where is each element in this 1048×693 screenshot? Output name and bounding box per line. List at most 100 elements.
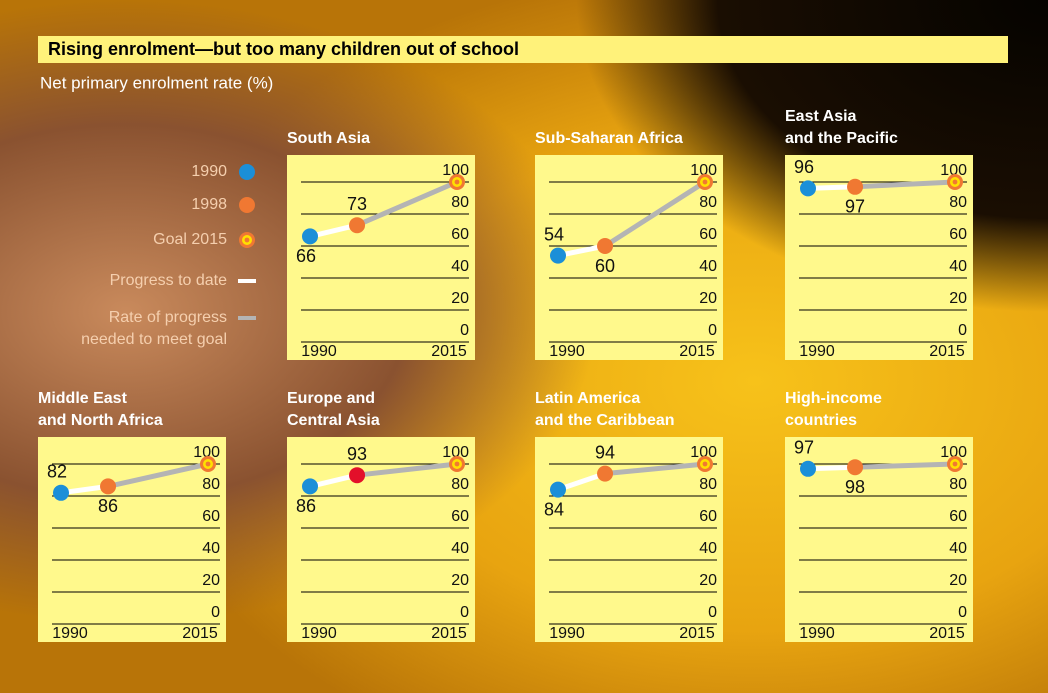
y-tick-label: 20 <box>949 290 967 307</box>
y-tick-label: 100 <box>690 444 717 461</box>
data-point <box>847 178 864 195</box>
y-tick-label: 60 <box>949 226 967 243</box>
legend-label: Progress to date <box>110 272 228 289</box>
chart-title: East Asia <box>785 108 857 125</box>
goal-marker-center <box>702 179 708 185</box>
needed-line <box>354 179 460 228</box>
y-tick-label: 40 <box>949 258 967 275</box>
data-point <box>302 228 318 245</box>
x-tick-label: 1990 <box>301 625 337 642</box>
subtitle: Net primary enrolment rate (%) <box>40 73 273 92</box>
y-tick-label: 40 <box>699 540 717 557</box>
data-label: 54 <box>544 224 564 244</box>
x-tick-label: 1990 <box>799 343 835 360</box>
needed-line <box>852 179 958 190</box>
legend-label: 1990 <box>191 163 227 180</box>
x-tick-label: 1990 <box>52 625 88 642</box>
y-tick-label: 60 <box>451 508 469 525</box>
x-tick-label: 1990 <box>549 343 585 360</box>
legend-line <box>238 316 256 320</box>
progress-line <box>307 472 360 489</box>
chart-title: Middle East <box>38 390 128 407</box>
x-tick-label: 1990 <box>549 625 585 642</box>
data-label: 82 <box>47 462 67 482</box>
y-tick-label: 80 <box>451 194 469 211</box>
legend-line <box>238 279 256 283</box>
y-tick-label: 20 <box>699 290 717 307</box>
data-point <box>847 459 864 476</box>
needed-line <box>852 461 958 470</box>
panel <box>287 437 475 642</box>
x-tick-label: 2015 <box>679 625 715 642</box>
y-tick-label: 60 <box>451 226 469 243</box>
x-tick-label: 2015 <box>929 625 965 642</box>
y-tick-label: 100 <box>940 162 967 179</box>
data-point <box>800 460 816 477</box>
legend-label: Rate of progress <box>109 309 227 326</box>
y-tick-label: 40 <box>451 258 469 275</box>
data-label: 60 <box>595 256 615 276</box>
chart-title: Latin America <box>535 390 640 407</box>
y-tick-label: 0 <box>211 604 220 621</box>
data-label: 84 <box>544 499 564 519</box>
chart-title: and the Pacific <box>785 130 898 147</box>
y-tick-label: 60 <box>699 508 717 525</box>
chart-title: Europe and <box>287 390 375 407</box>
y-tick-label: 80 <box>699 476 717 493</box>
chart-title: and the Caribbean <box>535 412 675 429</box>
y-tick-label: 40 <box>451 540 469 557</box>
title-bar <box>38 36 1008 63</box>
y-tick-label: 100 <box>193 444 220 461</box>
chart-title: and North Africa <box>38 412 163 429</box>
data-point <box>100 478 117 495</box>
y-tick-label: 20 <box>699 572 717 589</box>
data-point <box>302 478 318 495</box>
chart-title: Sub-Saharan Africa <box>535 130 683 147</box>
y-tick-label: 20 <box>202 572 220 589</box>
data-label: 93 <box>347 444 367 464</box>
y-tick-label: 0 <box>460 604 469 621</box>
y-tick-label: 0 <box>460 322 469 339</box>
data-label: 94 <box>595 442 615 462</box>
progress-line <box>307 222 360 239</box>
data-label: 98 <box>845 477 865 497</box>
data-label: 86 <box>98 496 118 516</box>
data-point <box>349 217 366 234</box>
legend-label: 1998 <box>191 196 227 213</box>
y-tick-label: 20 <box>949 572 967 589</box>
y-tick-label: 0 <box>708 604 717 621</box>
y-tick-label: 60 <box>202 508 220 525</box>
goal-marker-center <box>205 461 211 467</box>
y-tick-label: 80 <box>451 476 469 493</box>
data-label: 97 <box>845 197 865 217</box>
y-tick-label: 40 <box>202 540 220 557</box>
progress-line <box>555 471 608 493</box>
needed-line <box>105 461 211 489</box>
progress-line <box>555 243 608 259</box>
panel <box>38 437 226 642</box>
x-tick-label: 2015 <box>431 625 467 642</box>
data-point <box>349 467 366 484</box>
panel <box>785 437 973 642</box>
data-label: 86 <box>296 496 316 516</box>
chart-title: High-income <box>785 390 882 407</box>
y-tick-label: 60 <box>949 508 967 525</box>
data-label: 97 <box>794 438 814 458</box>
goal-marker-center <box>702 461 708 467</box>
data-point <box>597 238 614 254</box>
legend-label: needed to meet goal <box>81 331 227 348</box>
x-tick-label: 1990 <box>301 343 337 360</box>
panel <box>535 437 723 642</box>
x-tick-label: 1990 <box>799 625 835 642</box>
goal-marker-center <box>952 179 958 185</box>
y-tick-label: 0 <box>708 322 717 339</box>
y-tick-label: 80 <box>699 194 717 211</box>
y-tick-label: 20 <box>451 290 469 307</box>
x-tick-label: 2015 <box>679 343 715 360</box>
legend-dot <box>239 164 255 180</box>
y-tick-label: 40 <box>949 540 967 557</box>
goal-marker-center <box>454 461 460 467</box>
y-tick-label: 20 <box>451 572 469 589</box>
data-point <box>550 481 566 498</box>
